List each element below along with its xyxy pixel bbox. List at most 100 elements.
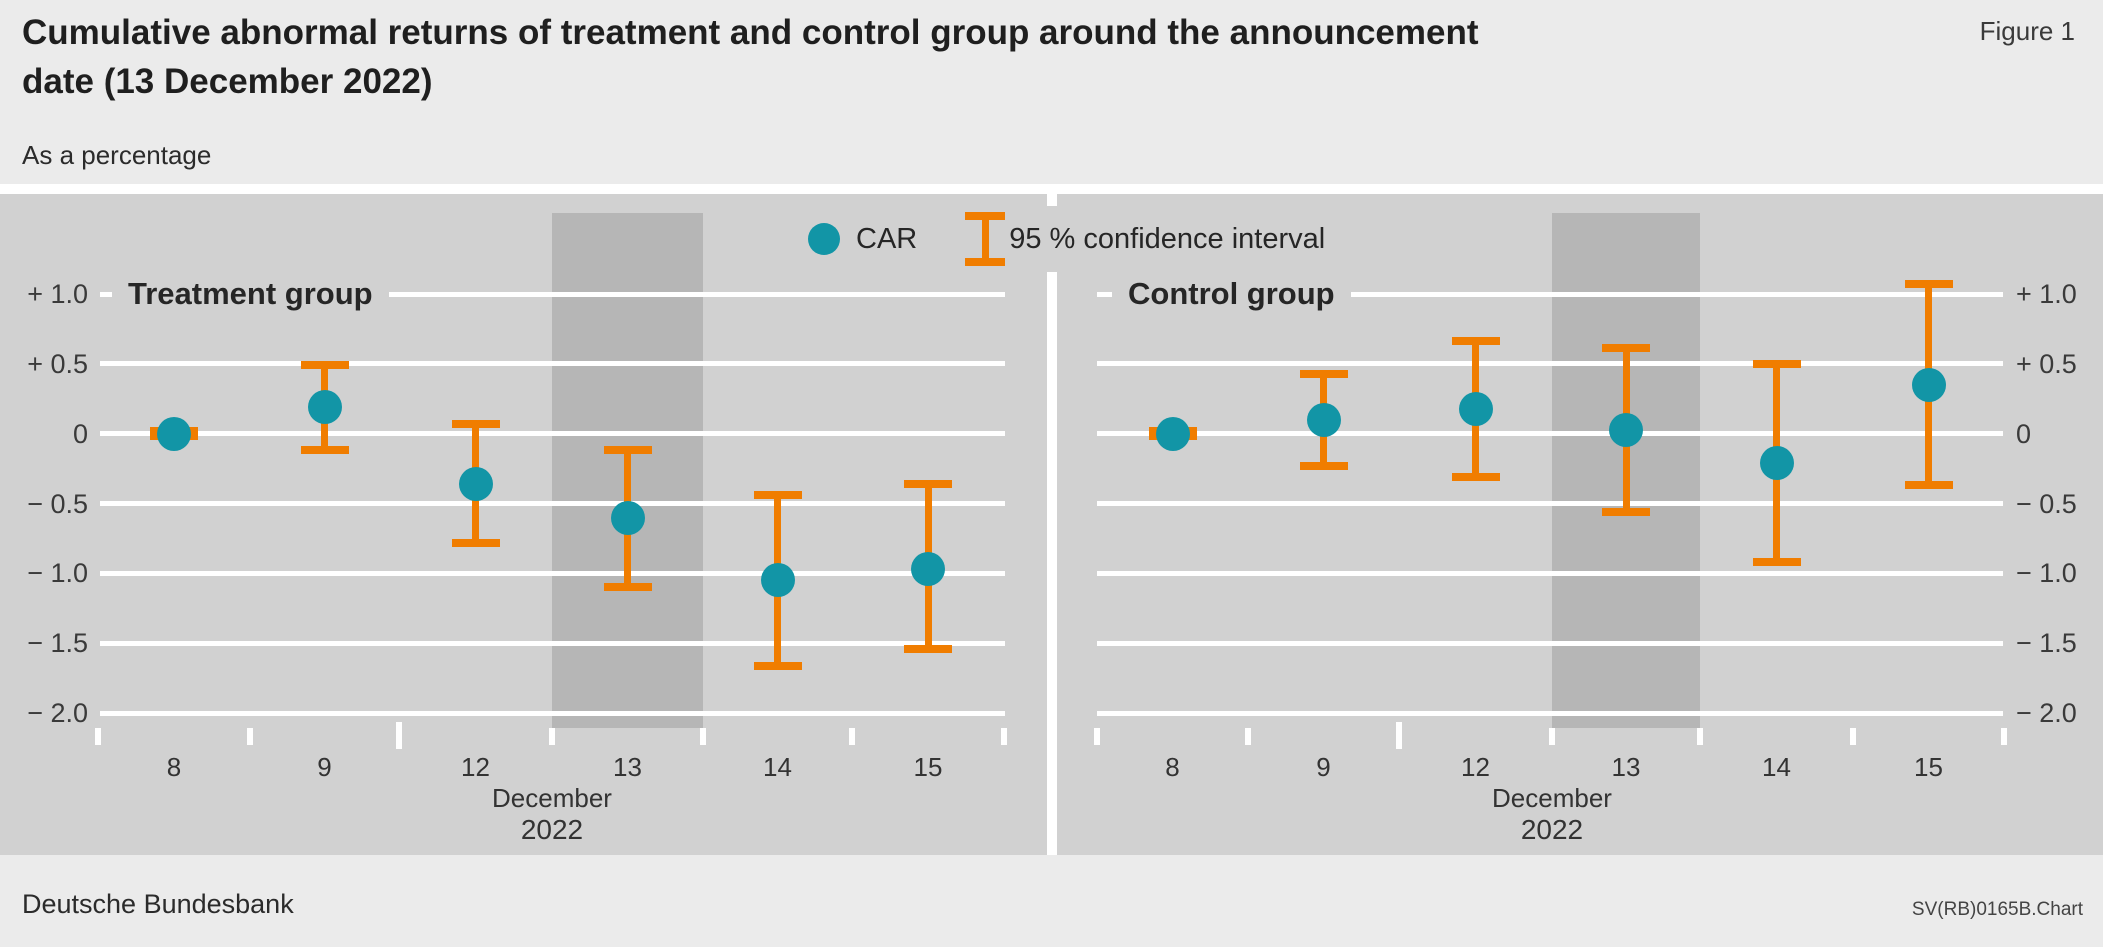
car-point — [1306, 402, 1341, 437]
car-point — [760, 563, 795, 598]
gridline — [1097, 501, 2003, 507]
x-axis-tick — [95, 728, 101, 745]
x-axis-label: 8 — [1165, 752, 1180, 782]
x-axis-tick — [1697, 728, 1703, 745]
confidence-interval-icon — [965, 212, 1006, 266]
y-axis-label: − 1.5 — [2016, 628, 2077, 659]
ci-cap — [300, 361, 349, 370]
ci-cap — [1299, 369, 1348, 378]
ci-cap — [904, 479, 952, 488]
x-axis-label: 15 — [913, 752, 943, 782]
ci-cap — [1752, 359, 1801, 368]
y-axis-label: + 0.5 — [2016, 348, 2077, 379]
legend-ci-label: 95 % confidence interval — [1009, 222, 1326, 255]
y-axis-label: + 1.0 — [27, 279, 88, 309]
x-axis-tick — [1094, 728, 1100, 745]
x-axis-tick — [849, 728, 855, 745]
footer-chart-id: SV(RB)0165B.Chart — [1911, 899, 2083, 920]
ci-cap — [1451, 337, 1500, 346]
plot-area: CAR 95 % confidence interval + 1.0 + 0.5 0… — [0, 194, 2103, 855]
ci-cap — [603, 583, 652, 592]
gridline — [1097, 710, 2003, 716]
gridline — [1097, 640, 2003, 646]
x-axis-year-label: 2022 — [1520, 814, 1584, 845]
x-axis-tick — [549, 728, 555, 745]
car-dot-icon — [808, 223, 840, 255]
car-point — [911, 552, 945, 587]
y-axis-label: − 1.5 — [27, 628, 88, 659]
x-axis-month-label: December — [492, 783, 612, 813]
gridline — [100, 291, 1005, 297]
ci-cap — [1904, 280, 1953, 289]
y-axis-label: 0 — [2016, 418, 2032, 449]
y-axis-label: + 1.0 — [2016, 279, 2077, 309]
car-point — [458, 466, 493, 501]
chart-subtitle: As a percentage — [22, 140, 212, 170]
x-axis-label: 9 — [317, 752, 332, 782]
x-axis-year-label: 2022 — [520, 814, 584, 845]
panel-title: Treatment group — [112, 275, 389, 313]
gridline — [1097, 570, 2003, 576]
x-axis-tick — [1396, 722, 1402, 749]
ci-cap — [1752, 558, 1801, 567]
car-point — [1759, 446, 1794, 481]
x-axis-label: 8 — [166, 752, 182, 782]
y-axis-label: 0 — [72, 418, 88, 449]
x-axis-label: 9 — [1316, 752, 1331, 782]
car-point — [1458, 391, 1493, 426]
ci-cap — [1904, 481, 1953, 490]
y-axis-label: − 2.0 — [2016, 698, 2077, 729]
gridline — [100, 361, 1005, 367]
y-axis-label: − 2.0 — [27, 698, 88, 729]
x-axis-tick — [1850, 728, 1856, 745]
gridline — [100, 570, 1005, 576]
y-axis-label: − 0.5 — [2016, 488, 2077, 519]
ci-cap — [300, 446, 349, 455]
gridline — [1097, 361, 2003, 367]
gridline — [100, 501, 1005, 507]
ci-cap — [753, 661, 802, 670]
x-axis-tick — [1245, 728, 1251, 745]
gridline — [1097, 431, 2003, 437]
x-axis-tick — [247, 728, 253, 745]
x-axis-label: 14 — [763, 752, 792, 782]
y-axis-label: − 0.5 — [27, 488, 88, 519]
car-point — [1155, 416, 1190, 451]
ci-cap — [603, 446, 652, 455]
x-axis-label: 12 — [1461, 752, 1490, 782]
car-point — [307, 390, 342, 425]
ci-cap — [1602, 344, 1650, 353]
figure-label: Figure 1 — [1979, 16, 2075, 46]
gridline — [100, 710, 1005, 716]
car-point — [1609, 412, 1643, 447]
gridline — [1097, 291, 2003, 297]
x-axis-tick — [396, 722, 402, 749]
x-axis-label: 14 — [1762, 752, 1791, 782]
x-axis-label: 13 — [613, 752, 642, 782]
footer: Deutsche Bundesbank SV(RB)0165B.Chart — [0, 855, 2103, 947]
chart-title: Cumulative abnormal returns of treatment… — [22, 13, 1479, 101]
y-axis-label: − 1.0 — [2016, 558, 2077, 589]
y-axis-label: − 1.0 — [27, 558, 88, 589]
ci-cap — [753, 491, 802, 500]
x-axis-tick — [2001, 728, 2007, 745]
ci-cap — [1602, 507, 1650, 516]
panel-title: Control group — [1112, 275, 1351, 313]
ci-cap — [451, 538, 500, 547]
car-point — [610, 500, 645, 535]
gridline — [100, 431, 1005, 437]
y-axis-label: + 0.5 — [27, 348, 88, 379]
x-axis-label: 12 — [461, 752, 490, 782]
ci-cap — [451, 419, 500, 428]
x-axis-tick — [700, 728, 706, 745]
car-point — [157, 416, 191, 451]
car-point — [1911, 367, 1946, 402]
footer-source: Deutsche Bundesbank — [22, 889, 294, 919]
ci-cap — [1451, 473, 1500, 481]
gridline — [100, 640, 1005, 646]
x-axis-label: 13 — [1611, 752, 1641, 782]
legend-car-label: CAR — [856, 222, 918, 255]
x-axis-month-label: December — [1492, 783, 1612, 813]
x-axis-tick — [1001, 728, 1007, 745]
